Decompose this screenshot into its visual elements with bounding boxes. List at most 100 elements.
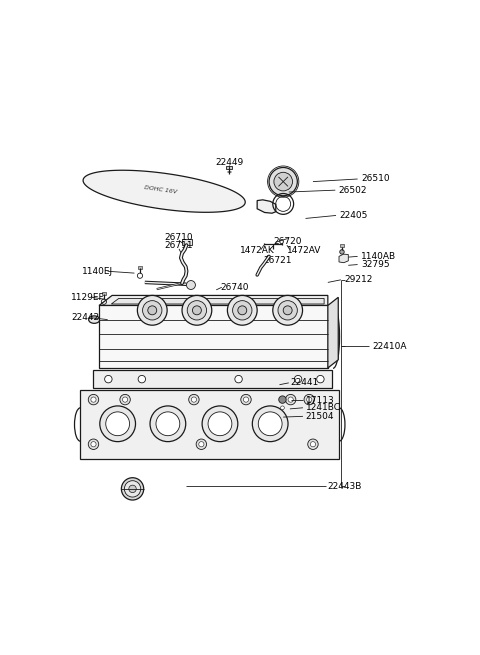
- Text: 1129EF: 1129EF: [71, 293, 105, 302]
- Text: 26711: 26711: [165, 242, 193, 250]
- Circle shape: [121, 477, 144, 500]
- Bar: [226, 166, 232, 168]
- Circle shape: [129, 485, 136, 493]
- Circle shape: [273, 295, 302, 325]
- Polygon shape: [99, 295, 328, 305]
- Circle shape: [283, 306, 292, 315]
- Polygon shape: [111, 299, 324, 304]
- Circle shape: [274, 172, 292, 191]
- Polygon shape: [94, 370, 332, 388]
- Circle shape: [186, 280, 195, 290]
- Ellipse shape: [259, 435, 282, 446]
- Bar: [340, 244, 344, 247]
- Circle shape: [307, 397, 312, 402]
- Circle shape: [88, 394, 99, 405]
- Text: 26510: 26510: [361, 174, 390, 183]
- Ellipse shape: [211, 437, 229, 444]
- Circle shape: [148, 306, 156, 315]
- Circle shape: [91, 397, 96, 402]
- Circle shape: [189, 394, 199, 405]
- Text: 1241BC: 1241BC: [305, 403, 340, 412]
- Circle shape: [187, 301, 206, 320]
- Circle shape: [304, 394, 314, 405]
- Circle shape: [143, 301, 162, 320]
- Ellipse shape: [89, 316, 100, 324]
- Circle shape: [120, 394, 130, 405]
- Text: 1140AB: 1140AB: [361, 252, 396, 261]
- Circle shape: [311, 441, 315, 447]
- Text: 1472AV: 1472AV: [287, 246, 321, 255]
- Polygon shape: [81, 390, 339, 459]
- Bar: [102, 293, 106, 295]
- Ellipse shape: [208, 435, 231, 446]
- Circle shape: [228, 295, 257, 325]
- Circle shape: [137, 295, 167, 325]
- Polygon shape: [257, 200, 276, 214]
- Text: 22442: 22442: [71, 313, 99, 322]
- Circle shape: [233, 301, 252, 320]
- Circle shape: [286, 394, 296, 405]
- Text: 26740: 26740: [220, 283, 249, 291]
- Text: DOHC 16V: DOHC 16V: [144, 185, 177, 195]
- Text: 26502: 26502: [338, 185, 367, 195]
- Polygon shape: [99, 305, 328, 368]
- Circle shape: [317, 375, 324, 383]
- Text: 1472AK: 1472AK: [240, 246, 275, 255]
- Circle shape: [281, 406, 284, 409]
- Text: 26710: 26710: [165, 233, 193, 242]
- Text: 21504: 21504: [305, 412, 334, 421]
- Polygon shape: [339, 254, 348, 263]
- Text: 22410A: 22410A: [372, 342, 407, 351]
- Ellipse shape: [158, 437, 177, 444]
- Circle shape: [208, 412, 232, 436]
- Circle shape: [269, 168, 297, 196]
- Circle shape: [308, 439, 318, 449]
- Circle shape: [192, 306, 202, 315]
- Circle shape: [238, 306, 247, 315]
- Circle shape: [258, 412, 282, 436]
- Text: 22449: 22449: [215, 158, 243, 167]
- Text: 22443B: 22443B: [328, 482, 362, 491]
- Circle shape: [100, 406, 135, 441]
- Circle shape: [288, 397, 293, 402]
- Circle shape: [91, 441, 96, 447]
- Circle shape: [196, 439, 206, 449]
- Text: 1140EJ: 1140EJ: [82, 267, 113, 276]
- Circle shape: [199, 441, 204, 447]
- Bar: [279, 404, 286, 408]
- Text: 26721: 26721: [264, 255, 292, 265]
- Circle shape: [235, 375, 242, 383]
- Circle shape: [243, 397, 249, 402]
- Circle shape: [294, 375, 302, 383]
- Ellipse shape: [156, 435, 180, 446]
- Ellipse shape: [108, 437, 127, 444]
- Circle shape: [279, 396, 286, 403]
- Circle shape: [88, 439, 99, 449]
- Circle shape: [340, 250, 344, 254]
- Text: 17113: 17113: [305, 396, 334, 405]
- Circle shape: [241, 394, 251, 405]
- Circle shape: [122, 397, 128, 402]
- Text: 32795: 32795: [361, 260, 390, 269]
- Bar: [138, 267, 142, 269]
- FancyBboxPatch shape: [182, 238, 192, 245]
- Circle shape: [106, 412, 130, 436]
- Circle shape: [278, 301, 297, 320]
- Ellipse shape: [106, 435, 129, 446]
- Text: 22405: 22405: [340, 211, 368, 220]
- Text: 22441: 22441: [290, 379, 319, 387]
- Circle shape: [202, 406, 238, 441]
- Circle shape: [124, 481, 141, 497]
- Circle shape: [252, 406, 288, 441]
- Ellipse shape: [261, 437, 279, 444]
- Polygon shape: [83, 170, 245, 212]
- Circle shape: [138, 375, 145, 383]
- Circle shape: [150, 406, 186, 441]
- Circle shape: [192, 397, 196, 402]
- Text: 26720: 26720: [274, 237, 302, 246]
- Polygon shape: [328, 297, 338, 368]
- Circle shape: [105, 375, 112, 383]
- Text: 29212: 29212: [345, 275, 373, 284]
- Circle shape: [182, 295, 212, 325]
- Circle shape: [156, 412, 180, 436]
